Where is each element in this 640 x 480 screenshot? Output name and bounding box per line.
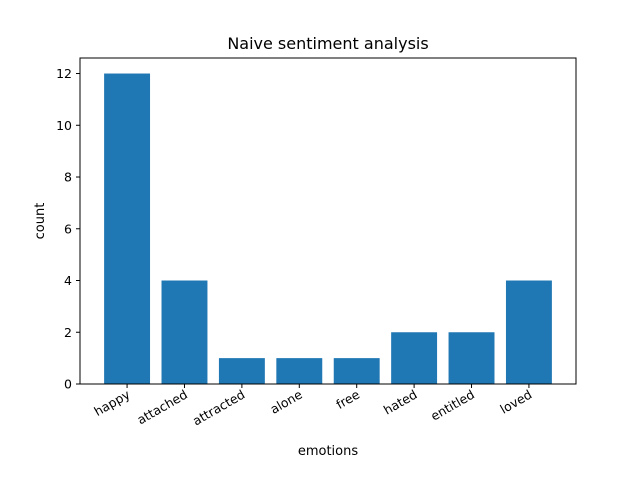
- y-tick-label: 8: [64, 170, 72, 185]
- y-tick-label: 12: [56, 66, 72, 81]
- y-tick-label: 4: [64, 273, 72, 288]
- bar-entitled: [448, 332, 495, 384]
- axes-frame: [79, 57, 577, 385]
- y-tick-label: 10: [56, 118, 72, 133]
- x-axis-label: emotions: [298, 444, 359, 459]
- y-tick-label: 0: [64, 377, 72, 392]
- y-axis-label: count: [33, 203, 48, 240]
- bar-attracted: [218, 358, 265, 384]
- chart-title: Naive sentiment analysis: [227, 34, 428, 53]
- bar-loved: [505, 280, 552, 384]
- bar-hated: [391, 332, 438, 384]
- bar-alone: [276, 358, 323, 384]
- y-tick-label: 2: [64, 325, 72, 340]
- bar-happy: [104, 73, 151, 385]
- bar-free: [333, 358, 380, 384]
- y-tick-label: 6: [64, 221, 72, 236]
- bar-attached: [161, 280, 208, 384]
